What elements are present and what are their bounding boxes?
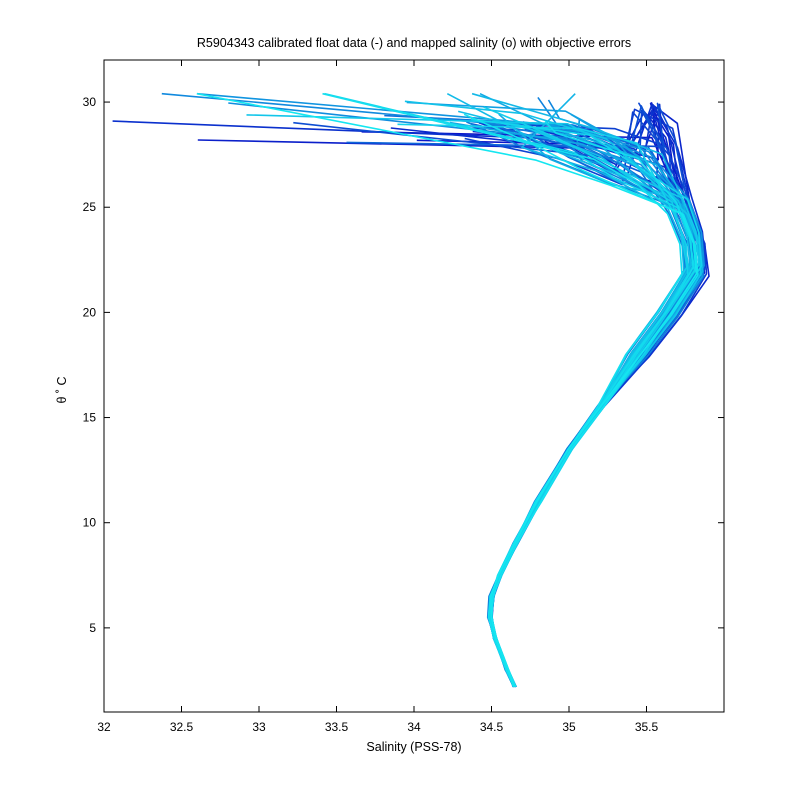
- y-tick-label: 5: [89, 621, 96, 635]
- profile-line: [196, 92, 698, 688]
- profile-line: [197, 109, 697, 688]
- profile-lines: [112, 92, 710, 688]
- profile-line: [487, 126, 689, 688]
- y-axis-label: θ ˚ C: [55, 376, 69, 404]
- y-tick-label: 10: [83, 516, 97, 530]
- x-axis-label: Salinity (PSS-78): [366, 740, 462, 754]
- profile-line: [488, 132, 694, 688]
- profile-line: [397, 123, 689, 688]
- x-tick-label: 34.5: [480, 720, 504, 734]
- y-ticks: 5 10 15 20 25 30: [83, 95, 724, 635]
- y-tick-label: 15: [83, 411, 97, 425]
- x-ticks: 32 32.5 33 33.5 34 34.5 35 35.5: [97, 60, 659, 734]
- profile-line: [346, 141, 704, 688]
- profile-line: [466, 121, 686, 688]
- y-tick-label: 20: [83, 305, 97, 319]
- x-tick-label: 35: [562, 720, 576, 734]
- profile-line: [449, 121, 697, 688]
- profile-line: [361, 131, 706, 688]
- y-tick-label: 30: [83, 95, 97, 109]
- x-tick-label: 32.5: [170, 720, 194, 734]
- profile-line: [246, 114, 702, 688]
- x-tick-label: 35.5: [635, 720, 659, 734]
- y-tick-label: 25: [83, 200, 97, 214]
- profile-line: [322, 92, 683, 688]
- x-tick-label: 32: [97, 720, 111, 734]
- profile-line: [490, 125, 692, 688]
- x-tick-label: 34: [407, 720, 421, 734]
- x-tick-label: 33: [252, 720, 266, 734]
- chart-title: R5904343 calibrated float data (-) and m…: [196, 36, 632, 50]
- x-tick-label: 33.5: [325, 720, 349, 734]
